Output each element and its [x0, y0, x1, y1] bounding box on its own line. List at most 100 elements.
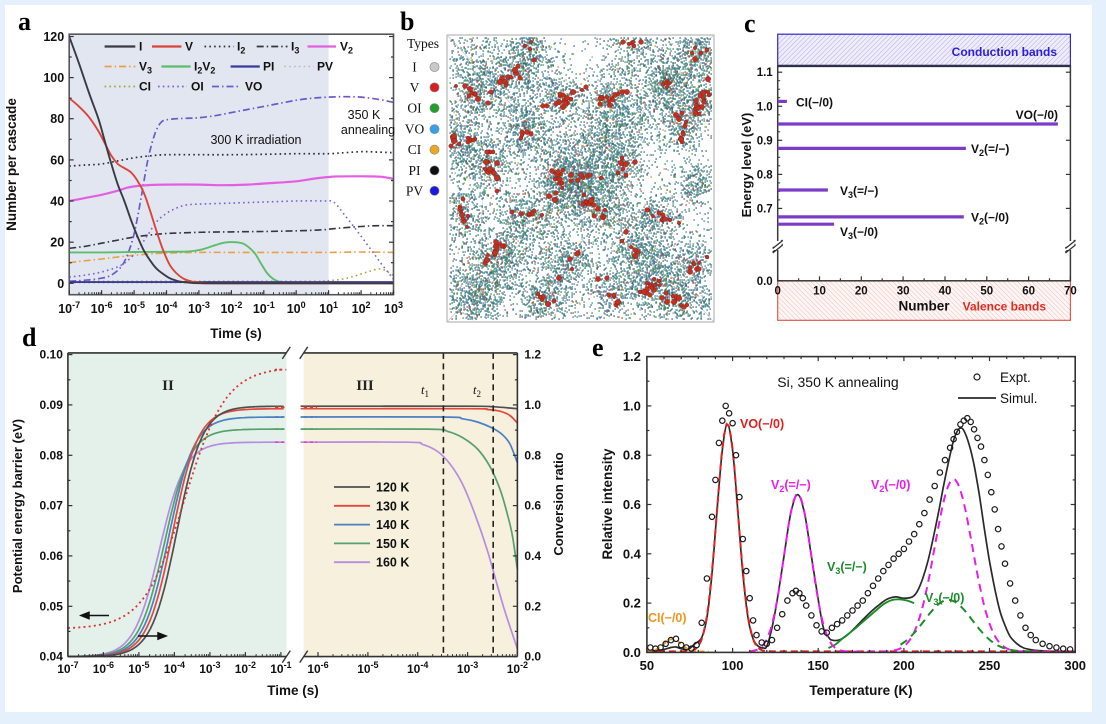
svg-text:I2: I2 [237, 40, 245, 56]
svg-text:0.08: 0.08 [40, 448, 64, 462]
svg-text:10-3: 10-3 [457, 660, 478, 676]
svg-text:10-4: 10-4 [164, 660, 185, 676]
svg-text:b: b [400, 7, 414, 36]
svg-text:10-2: 10-2 [220, 300, 242, 316]
svg-text:PV: PV [317, 60, 333, 74]
svg-text:0.9: 0.9 [757, 135, 773, 147]
svg-text:300 K irradiation: 300 K irradiation [210, 133, 301, 147]
svg-text:V2(=/−): V2(=/−) [771, 478, 811, 494]
svg-text:10-1: 10-1 [270, 660, 291, 676]
svg-text:II: II [162, 378, 174, 394]
svg-text:40: 40 [939, 286, 952, 298]
svg-text:Energy level (eV): Energy level (eV) [739, 113, 754, 218]
svg-text:V3(=/−): V3(=/−) [840, 184, 878, 200]
svg-text:0.4: 0.4 [623, 546, 642, 561]
svg-text:t1: t1 [421, 383, 429, 399]
svg-text:1.0: 1.0 [757, 101, 773, 113]
svg-text:120: 120 [43, 30, 64, 44]
svg-text:Potential energy barrier (eV): Potential energy barrier (eV) [10, 419, 25, 593]
svg-text:10-4: 10-4 [156, 300, 178, 316]
svg-text:t2: t2 [473, 383, 481, 399]
svg-text:30: 30 [897, 286, 910, 298]
svg-text:0.2: 0.2 [524, 599, 541, 613]
svg-text:20: 20 [855, 286, 868, 298]
svg-text:0.8: 0.8 [524, 448, 541, 462]
svg-text:annealing: annealing [341, 123, 395, 137]
svg-text:10-2: 10-2 [235, 660, 256, 676]
svg-text:1.1: 1.1 [757, 67, 774, 79]
svg-text:1.0: 1.0 [623, 398, 641, 413]
svg-text:I3: I3 [291, 40, 299, 56]
svg-text:VO(−/0): VO(−/0) [740, 417, 784, 431]
svg-text:OI: OI [407, 101, 422, 116]
svg-text:10-7: 10-7 [58, 300, 80, 316]
svg-text:10-5: 10-5 [123, 300, 145, 316]
svg-text:350 K: 350 K [348, 108, 381, 122]
svg-text:PI: PI [263, 60, 274, 74]
svg-text:III: III [356, 378, 374, 394]
svg-text:1.2: 1.2 [623, 349, 641, 364]
svg-text:0.8: 0.8 [757, 169, 774, 181]
svg-text:0.04: 0.04 [40, 650, 64, 664]
svg-text:Number per cascade: Number per cascade [4, 98, 19, 231]
svg-text:150: 150 [807, 658, 829, 673]
svg-text:V: V [185, 40, 193, 54]
svg-text:V2(−/0): V2(−/0) [971, 211, 1009, 227]
svg-text:300: 300 [1064, 658, 1086, 673]
svg-text:250: 250 [979, 658, 1001, 673]
svg-text:40: 40 [50, 195, 64, 209]
svg-text:V2: V2 [340, 40, 353, 56]
svg-text:10-3: 10-3 [188, 300, 210, 316]
svg-text:VO: VO [405, 122, 425, 137]
svg-text:CI(−/0): CI(−/0) [796, 96, 833, 110]
svg-text:103: 103 [384, 300, 403, 316]
svg-text:0.6: 0.6 [623, 497, 641, 512]
svg-text:Si, 350 K annealing: Si, 350 K annealing [777, 374, 898, 390]
svg-text:PV: PV [406, 183, 424, 198]
svg-text:102: 102 [352, 300, 371, 316]
svg-text:10-5: 10-5 [357, 660, 378, 676]
svg-text:CI(−/0): CI(−/0) [648, 611, 687, 625]
svg-text:Time (s): Time (s) [267, 683, 319, 698]
svg-text:a: a [18, 7, 31, 36]
svg-text:0.0: 0.0 [623, 645, 641, 660]
svg-text:0.06: 0.06 [40, 549, 64, 563]
svg-text:10-6: 10-6 [307, 660, 328, 676]
svg-text:0.0: 0.0 [757, 276, 773, 288]
svg-text:Relative intensity: Relative intensity [600, 448, 615, 560]
svg-text:V2(−/0): V2(−/0) [871, 478, 910, 494]
svg-text:100: 100 [43, 71, 64, 85]
svg-text:0.10: 0.10 [40, 348, 64, 362]
svg-text:Simul.: Simul. [1000, 391, 1038, 406]
svg-text:I: I [412, 60, 417, 75]
svg-text:e: e [592, 333, 604, 362]
svg-text:160 K: 160 K [376, 556, 409, 570]
svg-text:101: 101 [319, 300, 338, 316]
svg-text:1.0: 1.0 [524, 398, 541, 412]
svg-text:V3(−/0): V3(−/0) [840, 225, 878, 241]
svg-text:Time (s): Time (s) [210, 326, 262, 341]
svg-text:0: 0 [57, 277, 64, 291]
svg-text:Types: Types [407, 36, 439, 51]
svg-text:VO(−/0): VO(−/0) [1016, 108, 1058, 122]
svg-text:150 K: 150 K [376, 537, 409, 551]
svg-text:0: 0 [774, 286, 780, 298]
svg-text:100: 100 [287, 300, 306, 316]
svg-text:d: d [22, 323, 37, 352]
svg-text:Expt.: Expt. [1000, 370, 1031, 385]
svg-text:10-6: 10-6 [91, 300, 113, 316]
svg-text:70: 70 [1064, 286, 1077, 298]
svg-text:20: 20 [50, 236, 64, 250]
svg-text:I: I [139, 40, 142, 54]
svg-text:Number: Number [898, 299, 950, 314]
svg-text:0.7: 0.7 [757, 203, 773, 215]
svg-text:V2(=/−): V2(=/−) [971, 142, 1009, 158]
svg-text:0.05: 0.05 [40, 599, 64, 613]
svg-text:0.8: 0.8 [623, 448, 641, 463]
svg-text:VO: VO [245, 80, 262, 94]
svg-text:50: 50 [640, 658, 654, 673]
svg-text:c: c [744, 9, 756, 38]
svg-text:10-6: 10-6 [93, 660, 114, 676]
svg-text:Conversion ratio: Conversion ratio [551, 452, 566, 555]
svg-text:200: 200 [893, 658, 915, 673]
